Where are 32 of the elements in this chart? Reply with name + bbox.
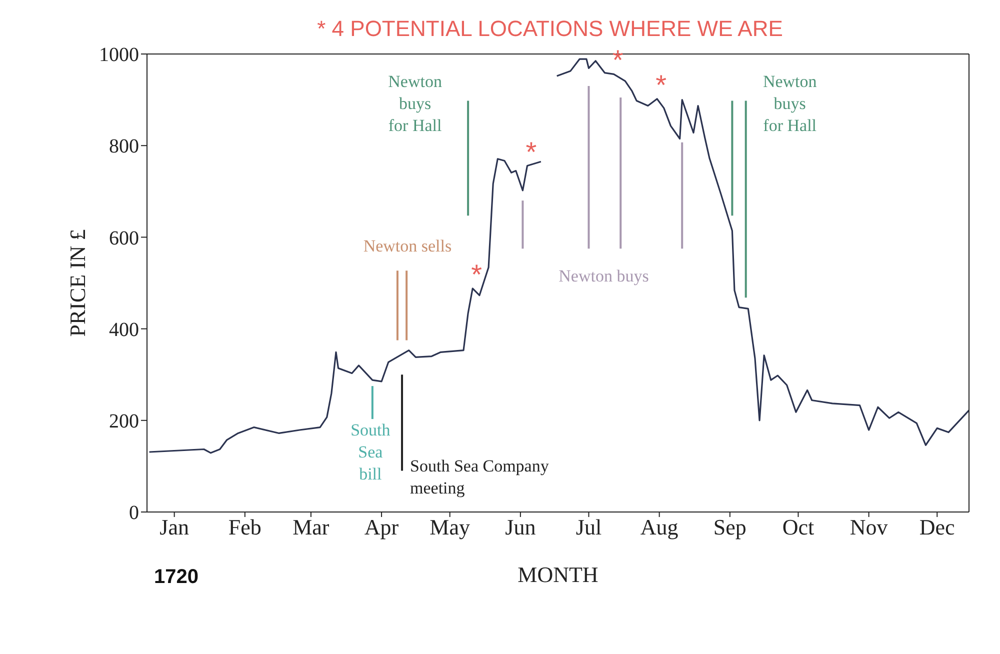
x-tick-label: Aug [640, 514, 678, 540]
x-tick-label: Nov [850, 514, 888, 540]
y-tick-label: 600 [109, 227, 139, 250]
x-tick-label: Mar [292, 514, 330, 540]
x-tick-label: Oct [782, 514, 814, 540]
y-tick-label: 200 [109, 410, 139, 432]
ref-line-label: Newton buys [558, 266, 649, 286]
ref-line-label: South Sea Company meeting [410, 456, 550, 497]
x-tick-label: Jun [505, 514, 536, 540]
ref-line-label: Newton sells [363, 236, 452, 255]
y-axis-title: PRICE IN £ [64, 229, 90, 337]
annotation: * [612, 44, 624, 76]
ref-line-label: Newton buys for Hall [388, 72, 442, 135]
y-tick-label: 0 [129, 502, 139, 524]
x-tick-label: Jan [160, 514, 189, 540]
chart-title: * 4 POTENTIAL LOCATIONS WHERE WE ARE [316, 16, 784, 42]
annotation: * [526, 136, 537, 168]
text: 1720 [154, 566, 198, 589]
annotation: * [471, 258, 482, 290]
x-tick-label: Sep [713, 514, 746, 540]
x-tick-label: Feb [228, 514, 262, 540]
y-tick-label: 400 [109, 318, 139, 341]
y-tick-label: 800 [109, 136, 139, 158]
annotation: * [656, 69, 667, 100]
x-tick-label: Apr [364, 514, 400, 540]
y-tick-label: 1000 [99, 44, 139, 66]
x-tick-label: Dec [919, 514, 956, 540]
ref-line-label: South Sea bill [350, 420, 391, 484]
x-tick-label: May [430, 514, 470, 540]
ref-line-label: Newton buys for Hall [762, 72, 818, 135]
x-tick-label: Jul [576, 514, 602, 540]
x-axis-title: MONTH [518, 562, 598, 587]
